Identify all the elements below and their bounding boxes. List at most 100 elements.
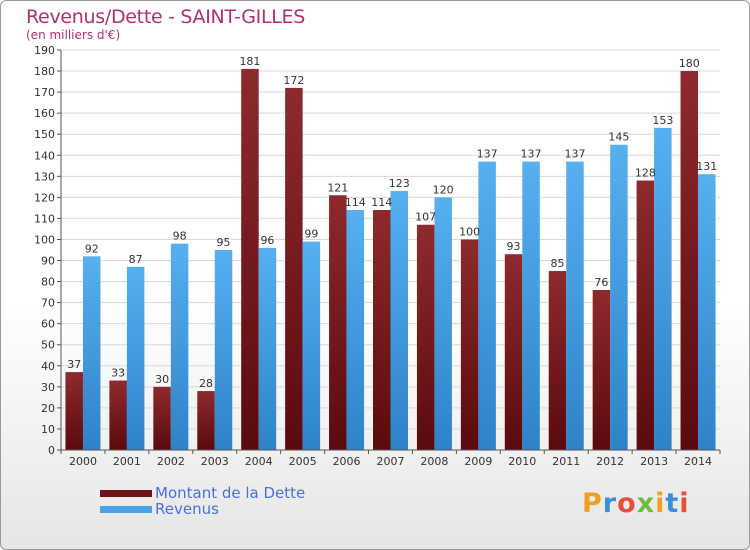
data-label: 114 xyxy=(345,196,366,209)
y-tick-label: 170 xyxy=(34,86,55,99)
y-tick-label: 40 xyxy=(41,360,55,373)
legend-swatch-debt xyxy=(100,490,152,497)
legend-swatch-revenue xyxy=(100,506,152,513)
bar-debt xyxy=(285,87,303,450)
y-tick-label: 140 xyxy=(34,149,55,162)
logo-letter: i xyxy=(679,488,690,519)
y-tick-label: 180 xyxy=(34,65,55,78)
y-tick-label: 150 xyxy=(34,128,55,141)
data-label: 172 xyxy=(283,74,304,87)
bar-revenue xyxy=(170,243,189,450)
data-label: 180 xyxy=(679,57,700,70)
y-tick-label: 90 xyxy=(41,255,55,268)
bar-debt xyxy=(197,391,215,450)
bar-debt xyxy=(548,271,567,450)
bar-debt xyxy=(416,224,435,450)
y-tick-label: 50 xyxy=(41,339,55,352)
bar-revenue xyxy=(126,266,145,450)
bar-revenue xyxy=(654,127,672,450)
y-tick-label: 130 xyxy=(34,170,55,183)
x-axis-ticks: 2000 2001 2002 2003 2004 2005 2006 2007 2008 2009… xyxy=(60,450,721,468)
x-tick-label: 2014 xyxy=(684,455,712,468)
x-tick-label: 2001 xyxy=(113,455,141,468)
data-label: 37 xyxy=(67,358,81,371)
x-tick-label: 2009 xyxy=(464,455,492,468)
y-tick-label: 20 xyxy=(41,402,55,415)
chart-title: Revenus/Dette - SAINT-GILLES xyxy=(26,6,306,28)
data-label: 28 xyxy=(199,377,213,390)
bar-revenue xyxy=(434,197,452,450)
y-tick-label: 60 xyxy=(41,318,55,331)
bar-debt xyxy=(460,239,479,450)
logo-letter: i xyxy=(655,488,666,519)
bar-debt xyxy=(373,210,391,450)
y-tick-label: 190 xyxy=(34,44,55,57)
bar-debt xyxy=(504,254,523,450)
bar-debt xyxy=(153,386,171,450)
bar-revenue xyxy=(698,174,716,451)
logo-letter: P xyxy=(582,488,603,519)
data-label: 95 xyxy=(217,236,231,249)
bar-debt xyxy=(241,68,259,451)
legend-label-revenue: Revenus xyxy=(155,500,219,518)
y-tick-label: 110 xyxy=(34,212,55,225)
data-label: 153 xyxy=(652,114,673,127)
x-tick-label: 2000 xyxy=(69,455,97,468)
proxiti-logo: Proxiti xyxy=(582,488,690,519)
y-tick-label: 0 xyxy=(48,444,55,457)
bar-revenue xyxy=(302,241,321,450)
logo-letter: t xyxy=(665,488,680,519)
data-label: 93 xyxy=(507,240,521,253)
logo-letter: x xyxy=(636,488,656,519)
data-label: 145 xyxy=(608,131,629,144)
x-tick-label: 2003 xyxy=(201,455,229,468)
x-tick-label: 2012 xyxy=(596,455,624,468)
x-tick-label: 2010 xyxy=(508,455,536,468)
data-label: 107 xyxy=(415,211,436,224)
y-tick-label: 100 xyxy=(34,233,55,246)
data-label: 92 xyxy=(85,242,99,255)
data-label: 137 xyxy=(477,148,498,161)
bar-debt xyxy=(329,195,347,450)
bar-debt xyxy=(109,380,127,450)
data-label: 100 xyxy=(459,225,480,238)
data-label: 30 xyxy=(155,373,169,386)
data-label: 128 xyxy=(635,167,656,180)
data-label: 123 xyxy=(389,177,410,190)
bar-revenue xyxy=(346,210,365,450)
y-tick-label: 10 xyxy=(41,423,55,436)
x-tick-label: 2002 xyxy=(157,455,185,468)
data-label: 131 xyxy=(696,160,717,173)
y-tick-label: 160 xyxy=(34,107,55,120)
bar-revenue xyxy=(214,250,233,450)
bar-revenue xyxy=(610,144,628,450)
y-tick-label: 80 xyxy=(41,276,55,289)
data-label: 121 xyxy=(327,181,348,194)
bar-revenue xyxy=(258,247,277,450)
bar-debt xyxy=(680,71,699,450)
data-label: 114 xyxy=(371,196,392,209)
y-axis-ticks: 0 10 20 30 40 50 60 70 80 90 100 110 120 130 140 150 160… xyxy=(34,44,61,457)
bar-debt xyxy=(592,290,611,450)
data-label: 76 xyxy=(594,276,608,289)
bars xyxy=(65,68,716,451)
logo-letter: r xyxy=(602,488,618,519)
data-label: 96 xyxy=(260,234,274,247)
legend-label-debt: Montant de la Dette xyxy=(155,484,306,502)
data-label: 137 xyxy=(521,148,542,161)
data-label: 85 xyxy=(550,257,564,270)
bar-debt xyxy=(65,372,83,450)
bar-revenue xyxy=(566,161,584,450)
x-tick-label: 2004 xyxy=(245,455,273,468)
x-tick-label: 2007 xyxy=(377,455,405,468)
data-label: 87 xyxy=(129,253,143,266)
data-label: 137 xyxy=(564,148,585,161)
bar-revenue xyxy=(478,161,496,450)
data-label: 181 xyxy=(239,55,260,68)
bar-revenue xyxy=(82,256,101,450)
data-label: 120 xyxy=(433,183,454,196)
logo-letter: o xyxy=(617,488,637,519)
x-tick-label: 2008 xyxy=(420,455,448,468)
x-tick-label: 2011 xyxy=(552,455,580,468)
y-tick-label: 70 xyxy=(41,297,55,310)
